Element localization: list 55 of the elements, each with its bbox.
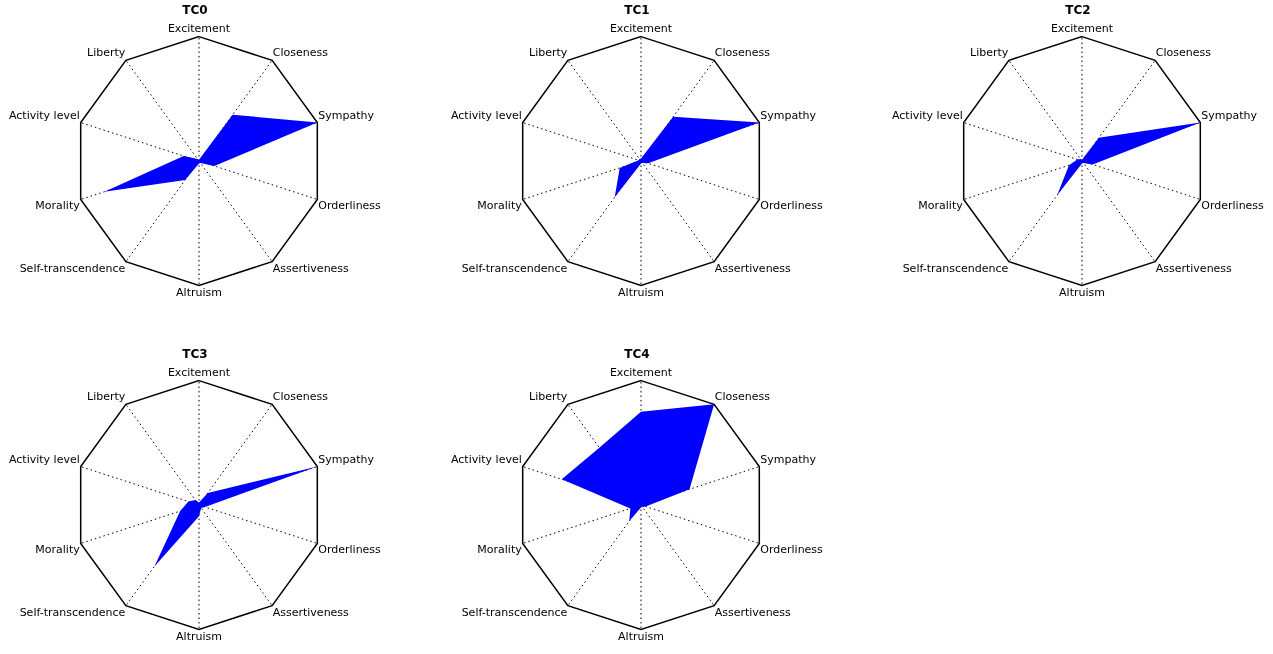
spoke-label: Liberty bbox=[87, 389, 126, 403]
spoke-label: Sympathy bbox=[760, 452, 817, 466]
spoke-label: Liberty bbox=[970, 45, 1009, 59]
spoke-label: Orderliness bbox=[1201, 199, 1265, 213]
spoke-label: Closeness bbox=[272, 45, 329, 59]
spoke-label: Assertiveness bbox=[272, 261, 350, 275]
chart-title: TC1 bbox=[624, 3, 650, 18]
spoke-label: Assertiveness bbox=[272, 605, 350, 619]
spoke-label: Orderliness bbox=[760, 543, 824, 557]
spoke-label: Morality bbox=[477, 199, 523, 213]
spoke-label: Liberty bbox=[529, 389, 568, 403]
spoke-label: Excitement bbox=[167, 365, 231, 379]
spoke-label: Activity level bbox=[8, 108, 80, 122]
spoke-label: Excitement bbox=[609, 365, 673, 379]
spoke-label: Closeness bbox=[272, 389, 329, 403]
spoke-label: Activity level bbox=[450, 452, 522, 466]
spoke-label: Activity level bbox=[8, 452, 80, 466]
spoke-label: Sympathy bbox=[760, 108, 817, 122]
spoke-label: Altruism bbox=[1059, 285, 1105, 299]
spoke-label: Morality bbox=[35, 199, 81, 213]
spoke-label: Closeness bbox=[714, 389, 771, 403]
spoke-label: Altruism bbox=[176, 629, 222, 643]
spoke-label: Sympathy bbox=[318, 452, 375, 466]
spoke-label: Assertiveness bbox=[714, 261, 792, 275]
spoke-label: Altruism bbox=[176, 285, 222, 299]
spoke-label: Closeness bbox=[1155, 45, 1212, 59]
spoke-label: Self-transcendence bbox=[902, 261, 1009, 275]
spoke-label: Assertiveness bbox=[1155, 261, 1233, 275]
spoke-label: Sympathy bbox=[318, 108, 375, 122]
spoke-label: Orderliness bbox=[318, 199, 382, 213]
spoke-label: Liberty bbox=[87, 45, 126, 59]
chart-title: TC3 bbox=[182, 347, 208, 362]
spoke-label: Excitement bbox=[609, 21, 673, 35]
spoke-label: Activity level bbox=[450, 108, 522, 122]
spoke-label: Liberty bbox=[529, 45, 568, 59]
spoke-label: Assertiveness bbox=[714, 605, 792, 619]
spoke-label: Excitement bbox=[167, 21, 231, 35]
spoke-label: Self-transcendence bbox=[461, 261, 568, 275]
spoke-label: Activity level bbox=[891, 108, 963, 122]
spoke-label: Closeness bbox=[714, 45, 771, 59]
spoke-label: Morality bbox=[477, 543, 523, 557]
spoke-label: Self-transcendence bbox=[19, 605, 126, 619]
chart-title: TC4 bbox=[624, 347, 650, 362]
spoke-label: Self-transcendence bbox=[461, 605, 568, 619]
chart-title: TC2 bbox=[1065, 3, 1091, 18]
spoke-label: Morality bbox=[918, 199, 964, 213]
spoke-label: Altruism bbox=[618, 285, 664, 299]
spoke-label: Orderliness bbox=[760, 199, 824, 213]
spoke-label: Self-transcendence bbox=[19, 261, 126, 275]
spoke-label: Altruism bbox=[618, 629, 664, 643]
spoke-label: Excitement bbox=[1050, 21, 1114, 35]
spoke-label: Orderliness bbox=[318, 543, 382, 557]
spoke-label: Sympathy bbox=[1201, 108, 1258, 122]
spoke-label: Morality bbox=[35, 543, 81, 557]
chart-title: TC0 bbox=[182, 3, 208, 18]
